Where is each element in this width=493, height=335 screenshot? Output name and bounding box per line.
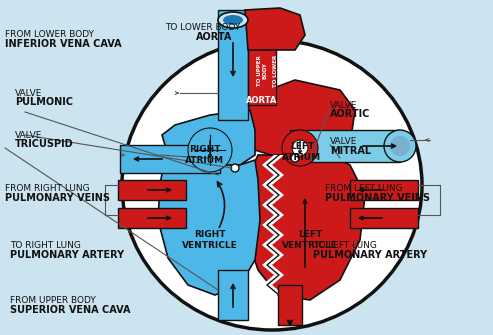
Ellipse shape [291, 154, 299, 162]
Text: LEFT
VENTRICLE: LEFT VENTRICLE [282, 230, 338, 250]
FancyBboxPatch shape [350, 208, 418, 228]
Ellipse shape [384, 130, 416, 162]
FancyBboxPatch shape [218, 10, 248, 120]
Polygon shape [262, 225, 284, 235]
Text: RIGHT
VENTRICLE: RIGHT VENTRICLE [182, 230, 238, 250]
FancyBboxPatch shape [118, 208, 186, 228]
Polygon shape [262, 285, 284, 295]
Text: PULMONARY VEINS: PULMONARY VEINS [5, 193, 110, 203]
Polygon shape [262, 165, 284, 175]
Polygon shape [262, 245, 284, 255]
Ellipse shape [122, 40, 422, 330]
Text: VALVE: VALVE [330, 100, 358, 110]
Text: MITRAL: MITRAL [330, 146, 371, 156]
FancyBboxPatch shape [290, 130, 400, 162]
FancyBboxPatch shape [218, 270, 248, 320]
Text: SUPERIOR VENA CAVA: SUPERIOR VENA CAVA [10, 305, 130, 315]
Text: PULMONARY ARTERY: PULMONARY ARTERY [10, 250, 124, 260]
Text: VALVE: VALVE [330, 137, 358, 146]
Ellipse shape [188, 128, 232, 172]
FancyBboxPatch shape [118, 180, 186, 200]
FancyBboxPatch shape [350, 180, 418, 200]
Polygon shape [245, 80, 355, 158]
Text: VALVE: VALVE [15, 131, 42, 140]
Text: FROM LOWER BODY: FROM LOWER BODY [5, 30, 94, 39]
FancyBboxPatch shape [248, 10, 276, 105]
Text: RIGHT
ATRIUM: RIGHT ATRIUM [185, 145, 225, 165]
Text: AORTA: AORTA [196, 32, 233, 42]
Text: PULMONARY ARTERY: PULMONARY ARTERY [313, 250, 427, 260]
Text: TO LOWER
BODY: TO LOWER BODY [273, 55, 283, 87]
Polygon shape [262, 185, 284, 195]
Text: FROM RIGHT LUNG: FROM RIGHT LUNG [5, 184, 90, 193]
Polygon shape [262, 265, 284, 275]
Polygon shape [158, 160, 260, 295]
Text: AORTIC: AORTIC [330, 109, 371, 119]
Polygon shape [262, 205, 284, 215]
Text: TO LOWER BODY: TO LOWER BODY [166, 23, 241, 32]
Text: LEFT
ATRIUM: LEFT ATRIUM [282, 142, 321, 162]
Polygon shape [262, 195, 284, 205]
Text: FROM UPPER BODY: FROM UPPER BODY [10, 296, 96, 306]
FancyBboxPatch shape [120, 145, 220, 173]
Polygon shape [262, 155, 284, 165]
Ellipse shape [218, 12, 248, 28]
Polygon shape [245, 8, 305, 50]
Text: AORTA: AORTA [246, 95, 278, 105]
Text: PULMONARY VEINS: PULMONARY VEINS [325, 193, 430, 203]
Text: INFERIOR VENA CAVA: INFERIOR VENA CAVA [5, 39, 122, 49]
Polygon shape [262, 175, 284, 185]
Text: TO LEFT LUNG: TO LEFT LUNG [313, 241, 377, 250]
Text: FROM LEFT LUNG: FROM LEFT LUNG [325, 184, 403, 193]
FancyBboxPatch shape [278, 285, 302, 325]
Text: TRICUSPID: TRICUSPID [15, 139, 73, 149]
Ellipse shape [390, 136, 410, 156]
Text: TO UPPER
BODY: TO UPPER BODY [256, 55, 267, 86]
Ellipse shape [231, 164, 239, 172]
Polygon shape [248, 155, 365, 300]
Polygon shape [162, 110, 255, 168]
Text: TO RIGHT LUNG: TO RIGHT LUNG [10, 241, 81, 250]
Polygon shape [262, 275, 284, 285]
Ellipse shape [223, 15, 243, 25]
Text: VALVE: VALVE [15, 89, 42, 98]
Polygon shape [262, 255, 284, 265]
Ellipse shape [282, 130, 318, 166]
Polygon shape [262, 235, 284, 245]
Ellipse shape [292, 140, 308, 156]
Polygon shape [262, 215, 284, 225]
Text: PULMONIC: PULMONIC [15, 97, 73, 107]
